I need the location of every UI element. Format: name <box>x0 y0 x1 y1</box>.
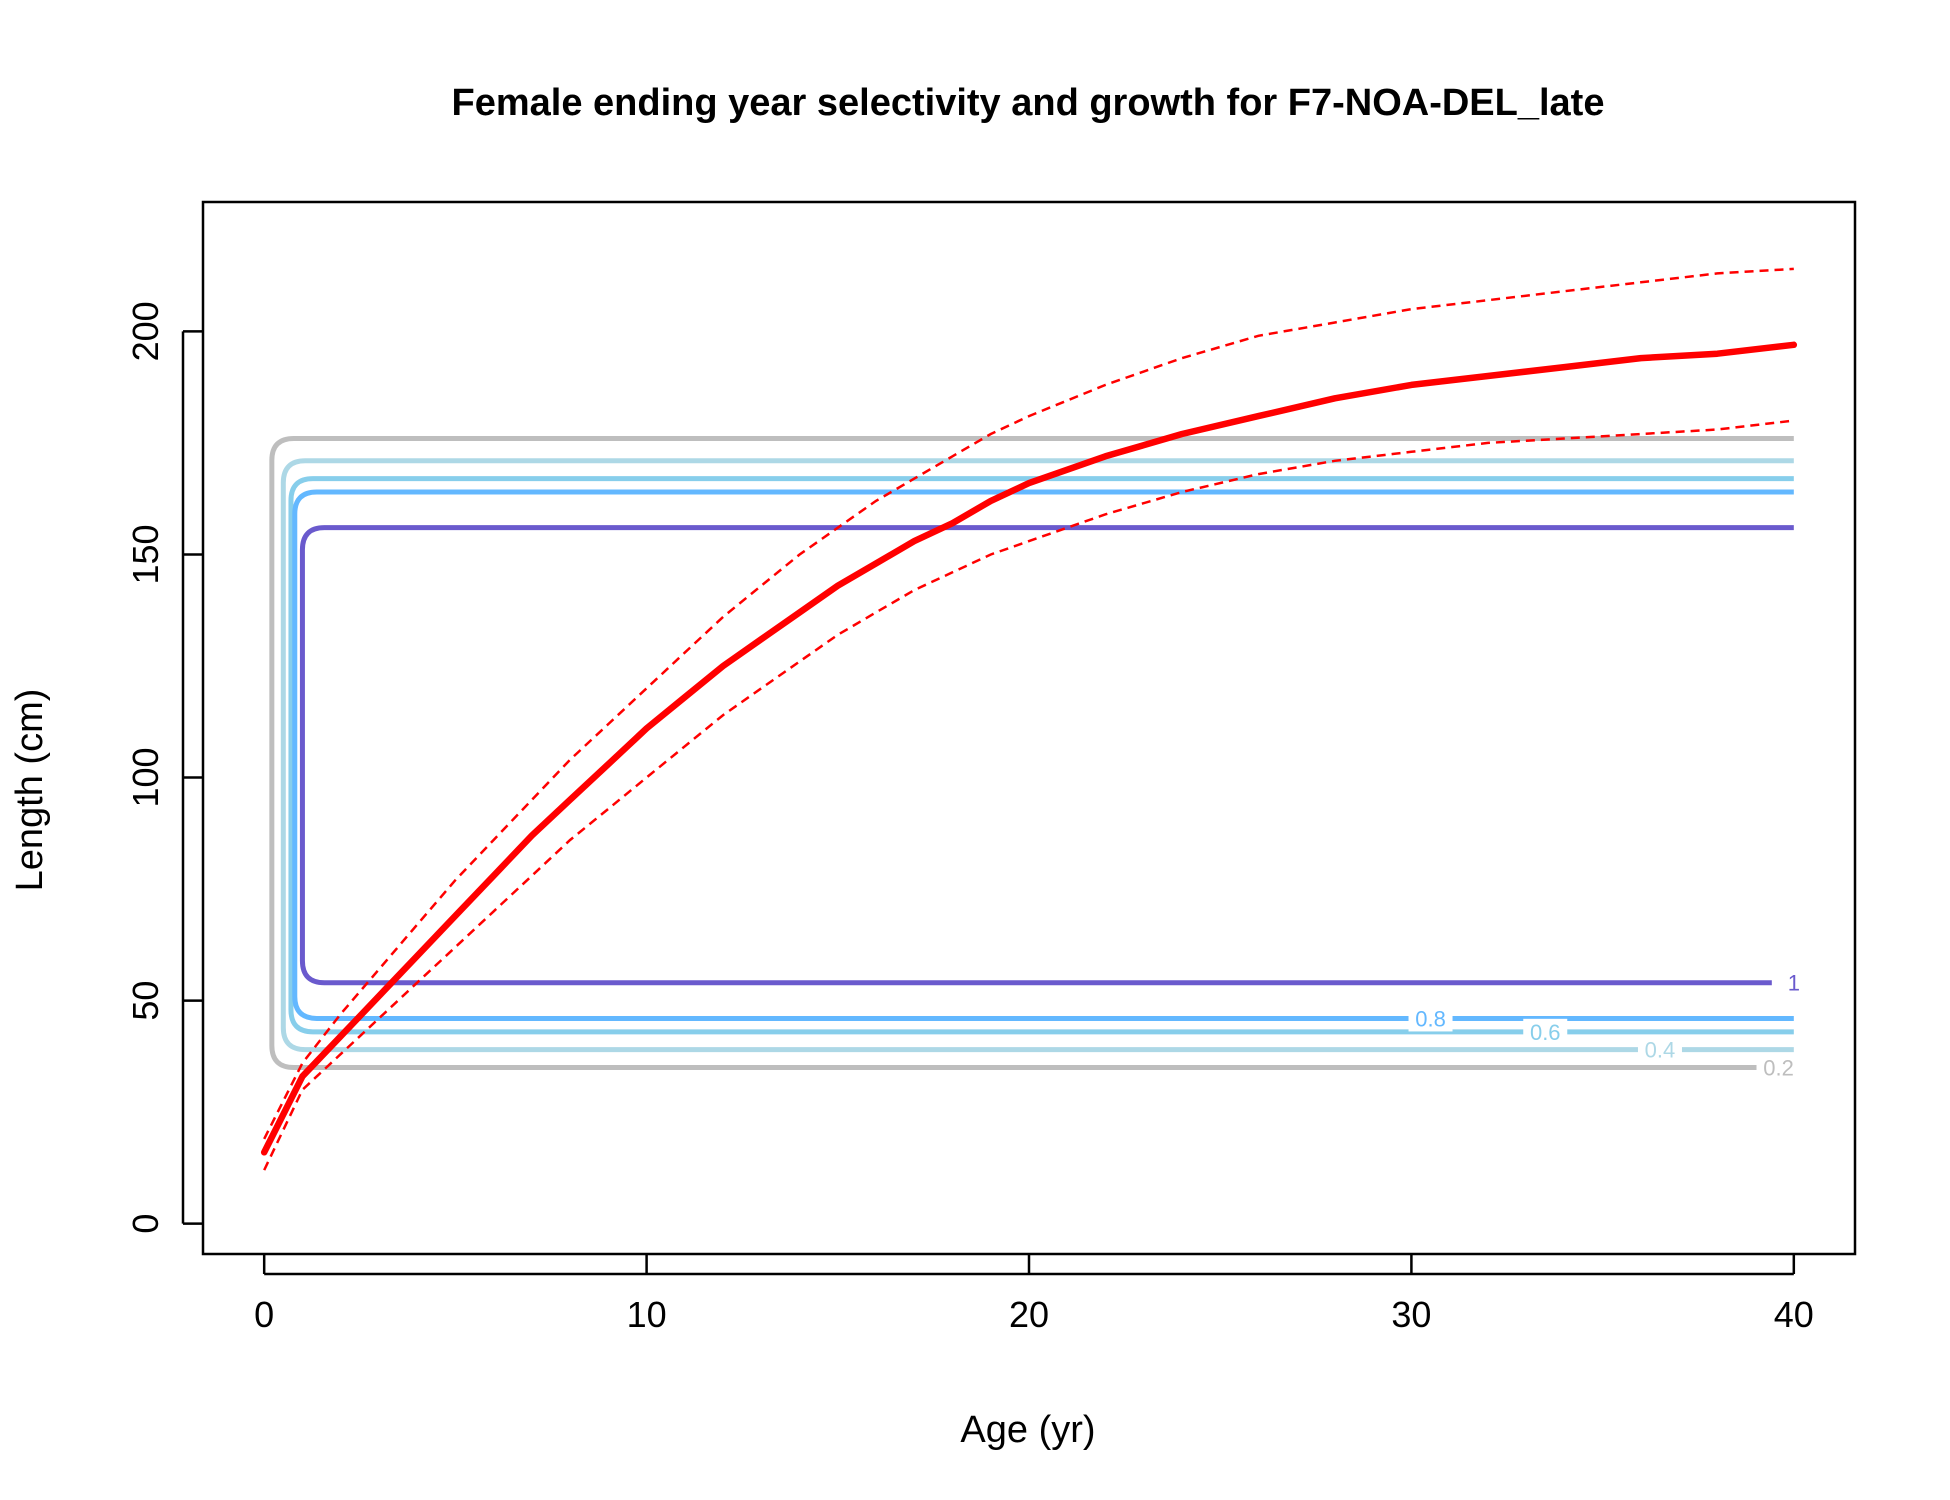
y-tick-label-0: 0 <box>125 1214 166 1234</box>
selectivity-contour-1 <box>299 525 1794 986</box>
x-tick-label-0: 0 <box>254 1294 274 1335</box>
y-tick-label-200: 200 <box>125 301 166 361</box>
contour-label-0-8: 0.8 <box>1415 1006 1446 1031</box>
contour-label-0-6: 0.6 <box>1530 1020 1561 1045</box>
y-axis-label: Length (cm) <box>9 689 51 892</box>
contour-label-bg-0-8 <box>1408 1005 1453 1032</box>
selectivity-contours <box>269 435 1794 1071</box>
selectivity-contour-0-2 <box>269 435 1794 1071</box>
contour-label-bg-1 <box>1771 969 1816 996</box>
x-axis-label: Age (yr) <box>960 1409 1095 1451</box>
x-tick-label-40: 40 <box>1774 1294 1814 1335</box>
y-tick-label-50: 50 <box>125 981 166 1021</box>
contour-label-0-2: 0.2 <box>1763 1056 1794 1081</box>
contour-label-bg-0-4 <box>1637 1036 1682 1063</box>
x-tick-label-10: 10 <box>627 1294 667 1335</box>
selectivity-contour-0-6 <box>288 476 1794 1035</box>
y-tick-label-100: 100 <box>125 747 166 807</box>
contour-label-bg-0-6 <box>1523 1018 1568 1045</box>
axes: 0 10 20 30 40 0 50 100 150 200 <box>125 301 1814 1335</box>
x-tick-label-20: 20 <box>1009 1294 1049 1335</box>
growth-mean-line <box>260 341 1798 1156</box>
selectivity-contour-0-8 <box>292 489 1794 1021</box>
selectivity-contour-0-4 <box>280 458 1794 1053</box>
contour-label-bg-0-2 <box>1756 1054 1801 1081</box>
growth-curves <box>260 267 1798 1171</box>
chart-title: Female ending year selectivity and growt… <box>452 82 1605 124</box>
growth-lower-bound-line <box>263 419 1794 1171</box>
contour-label-0-4: 0.4 <box>1645 1038 1676 1063</box>
contour-label-1: 1 <box>1788 971 1800 996</box>
x-tick-label-30: 30 <box>1391 1294 1431 1335</box>
growth-upper-bound-line <box>263 267 1794 1140</box>
plot-frame <box>201 200 1857 1256</box>
contour-labels: 0.2 0.4 0.6 0.8 1 <box>1408 969 1816 1081</box>
y-tick-label-150: 150 <box>125 524 166 584</box>
